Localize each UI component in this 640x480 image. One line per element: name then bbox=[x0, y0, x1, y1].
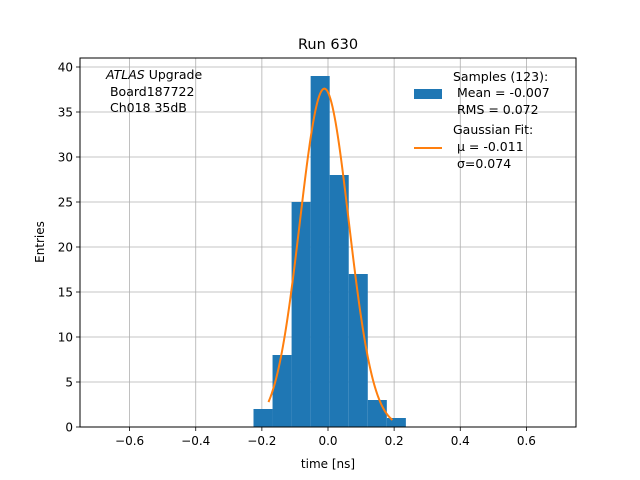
x-tick-label: 0.4 bbox=[451, 434, 470, 448]
histogram-bar bbox=[272, 355, 292, 427]
x-tick-label: −0.4 bbox=[181, 434, 210, 448]
y-axis-ticks: 0 5 10 15 20 25 30 35 40 bbox=[58, 61, 80, 435]
legend-fit-mu: μ = -0.011 bbox=[453, 139, 524, 154]
histogram-bar bbox=[291, 202, 311, 427]
y-tick-label: 15 bbox=[58, 286, 73, 300]
histogram-bar bbox=[386, 418, 406, 427]
chart-title: Run 630 bbox=[298, 37, 358, 53]
x-axis-ticks: −0.6 −0.4 −0.2 0.0 0.2 0.4 0.6 bbox=[115, 427, 536, 448]
annotation-line-1: ATLAS Upgrade bbox=[105, 67, 202, 82]
y-tick-label: 0 bbox=[65, 421, 73, 435]
legend-samples-title: Samples (123): bbox=[453, 69, 548, 84]
histogram-bar bbox=[367, 400, 387, 427]
histogram-bar bbox=[310, 76, 330, 427]
y-tick-label: 35 bbox=[58, 106, 73, 120]
histogram-bar bbox=[253, 409, 273, 427]
histogram-bar bbox=[348, 274, 368, 427]
legend-samples-rms: RMS = 0.072 bbox=[453, 102, 539, 117]
x-tick-label: −0.6 bbox=[115, 434, 144, 448]
y-tick-label: 10 bbox=[58, 331, 73, 345]
histogram-bar bbox=[329, 175, 349, 427]
y-tick-label: 20 bbox=[58, 241, 73, 255]
y-tick-label: 30 bbox=[58, 151, 73, 165]
x-tick-label: −0.2 bbox=[247, 434, 276, 448]
legend-fit-title: Gaussian Fit: bbox=[453, 122, 533, 137]
y-tick-label: 25 bbox=[58, 196, 73, 210]
gaussian-fit bbox=[267, 87, 394, 421]
legend: Samples (123): Mean = -0.007 RMS = 0.072… bbox=[414, 69, 550, 171]
y-tick-label: 40 bbox=[58, 61, 73, 75]
y-tick-label: 5 bbox=[65, 376, 73, 390]
legend-samples-mean: Mean = -0.007 bbox=[453, 85, 550, 100]
x-tick-label: 0.0 bbox=[318, 434, 337, 448]
legend-fit-sigma: σ=0.074 bbox=[453, 156, 511, 171]
y-axis-label: Entries bbox=[33, 221, 47, 263]
annotation-board: Board187722 bbox=[106, 84, 194, 99]
x-tick-label: 0.6 bbox=[517, 434, 536, 448]
annotation-atlas: ATLAS bbox=[105, 67, 145, 82]
x-axis-label: time [ns] bbox=[301, 457, 355, 471]
x-tick-label: 0.2 bbox=[385, 434, 404, 448]
gaussian-fit-line bbox=[267, 87, 394, 421]
annotation-upgrade: Upgrade bbox=[145, 67, 203, 82]
legend-samples-swatch bbox=[414, 89, 442, 99]
atlas-annotation: ATLAS Upgrade Board187722 Ch018 35dB bbox=[105, 67, 202, 115]
annotation-channel: Ch018 35dB bbox=[106, 100, 187, 115]
